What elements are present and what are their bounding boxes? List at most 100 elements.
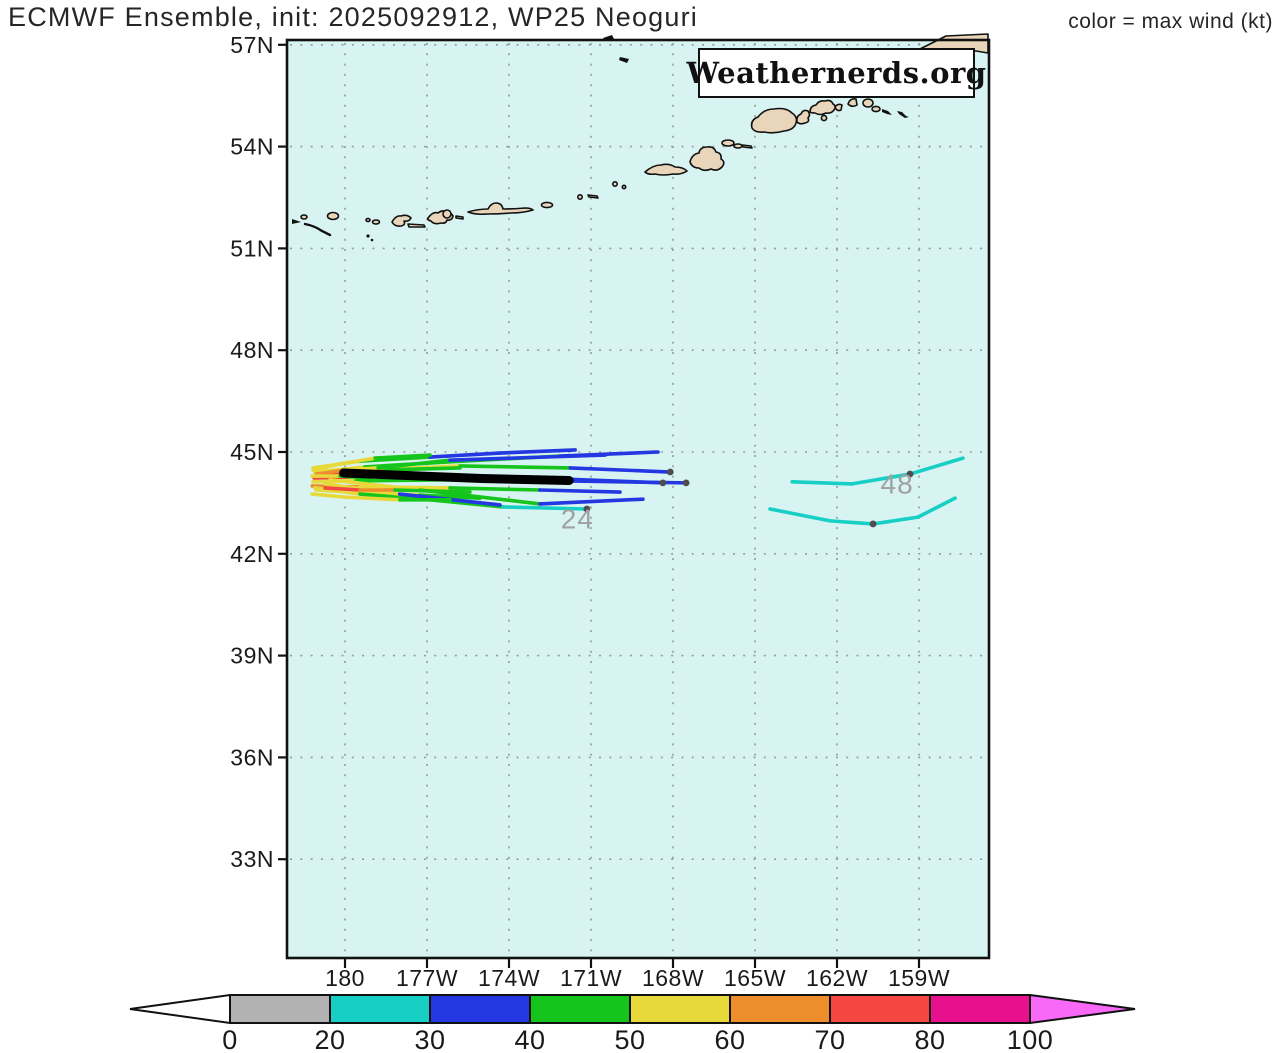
colorbar-segment — [829, 994, 931, 1024]
y-tick-label: 42N — [230, 541, 274, 567]
island — [366, 234, 370, 238]
ensemble-track-segment — [498, 448, 577, 455]
ensemble-track-segment — [376, 458, 452, 470]
y-tick-label: 33N — [230, 846, 274, 872]
colorbar-segment — [529, 994, 631, 1024]
position-dot — [869, 520, 877, 528]
island — [540, 201, 554, 209]
position-dot — [666, 468, 674, 476]
x-tick-label: 168W — [642, 965, 704, 991]
island — [721, 139, 735, 147]
ensemble-track-segment — [338, 456, 377, 466]
ensemble-track-segment — [871, 515, 920, 526]
position-dot — [906, 470, 914, 478]
ensemble-track-segment — [908, 456, 965, 476]
ensemble-track-segment — [916, 496, 957, 519]
x-tick-label: 162W — [806, 965, 868, 991]
y-tick-label: 39N — [230, 643, 274, 669]
island — [796, 109, 811, 125]
ensemble-track-segment — [538, 488, 622, 494]
ensemble-track-segment — [458, 464, 573, 470]
position-dot — [583, 505, 591, 513]
grid-layer: 180 177W 174W 171W 168W 165W 162W 159W 57N 54N 51N… — [230, 32, 987, 991]
ensemble-track-segment — [383, 466, 462, 472]
island — [871, 105, 881, 113]
island — [882, 109, 892, 115]
position-dot — [682, 479, 690, 487]
island — [365, 217, 371, 223]
ensemble-track-segment — [311, 462, 342, 472]
ensemble-track-segment — [559, 479, 688, 485]
ensemble-track-segment — [828, 519, 875, 526]
x-tick-label: 171W — [560, 965, 622, 991]
mean-track — [339, 468, 574, 486]
x-tick-label: 165W — [724, 965, 786, 991]
colorbar-segment — [629, 994, 731, 1024]
colorbar-tick-label: 0 — [222, 1025, 238, 1053]
island — [326, 211, 340, 221]
ensemble-track-segment — [850, 472, 912, 486]
island — [834, 103, 843, 112]
island — [862, 98, 874, 108]
ensemble-track-segment — [768, 507, 832, 523]
colorbar: 0 20 30 40 50 60 70 80 100 — [129, 993, 1136, 1053]
island — [897, 111, 909, 118]
island — [587, 194, 599, 199]
island — [370, 238, 374, 242]
ensemble-track-segment — [393, 488, 472, 494]
island — [576, 194, 583, 201]
island — [750, 107, 798, 134]
y-tick-label: 54N — [230, 134, 274, 160]
island — [689, 146, 725, 172]
island — [300, 214, 308, 220]
ensemble-track-segment — [790, 480, 854, 486]
forecast-hour-label: 48 — [881, 468, 914, 499]
x-tick-label: 174W — [478, 965, 540, 991]
colorbar-segment — [929, 994, 1031, 1024]
colorbar-caption: color = max wind (kt) — [1068, 10, 1273, 33]
map-border — [285, 38, 991, 960]
colorbar-segment — [329, 994, 431, 1024]
colorbar-tick-label: 20 — [314, 1025, 345, 1053]
colorbar-segment — [429, 994, 531, 1024]
ensemble-track-segment — [373, 453, 432, 460]
y-tick-label: 51N — [230, 235, 274, 261]
colorbar-tick-label: 50 — [614, 1025, 645, 1053]
island — [733, 143, 743, 149]
page-title: ECMWF Ensemble, init: 2025092912, WP25 N… — [8, 2, 699, 32]
y-tick-label: 36N — [230, 744, 274, 770]
y-tick-label: 48N — [230, 337, 274, 363]
colorbar-under-arrow — [129, 993, 231, 1025]
colorbar-over-arrow — [1029, 993, 1136, 1025]
island — [455, 215, 464, 220]
island — [611, 181, 618, 188]
position-dot — [659, 479, 667, 487]
island — [644, 163, 688, 176]
track-layer — [310, 448, 965, 528]
island — [371, 219, 381, 225]
island — [467, 202, 534, 216]
ensemble-track-segment — [448, 486, 542, 492]
island — [619, 57, 629, 63]
ensemble-track-segment — [448, 453, 608, 462]
island — [407, 223, 426, 228]
ensemble-track-segment — [428, 451, 502, 459]
watermark-box: Weathernerds.org — [686, 48, 986, 98]
colorbar-tick-label: 100 — [1007, 1025, 1054, 1053]
island — [391, 214, 412, 227]
colorbar-segment — [229, 994, 331, 1024]
ensemble-track-segment — [343, 495, 402, 502]
x-tick-label: 159W — [888, 965, 950, 991]
island — [442, 209, 452, 219]
island — [621, 184, 627, 190]
colorbar-tick-label: 40 — [514, 1025, 545, 1053]
ensemble-track-segment — [568, 466, 673, 474]
y-tick-label: 57N — [230, 32, 274, 58]
ensemble-track-segment — [323, 486, 362, 492]
x-tick-label: 177W — [396, 965, 458, 991]
forecast-hour-label: 24 — [561, 503, 594, 534]
island — [303, 222, 332, 237]
island — [847, 98, 858, 108]
